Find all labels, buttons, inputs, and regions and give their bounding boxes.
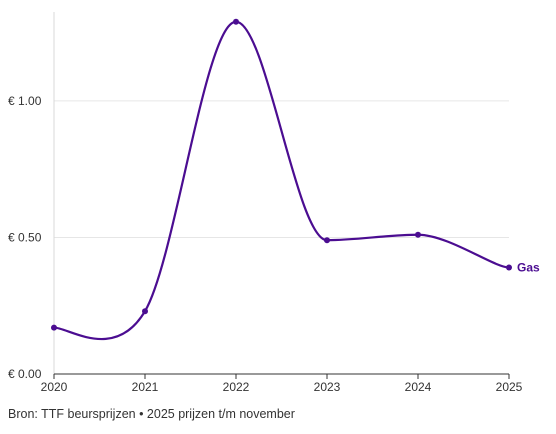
y-tick-label: € 0.00 <box>8 367 42 381</box>
data-point <box>506 264 512 271</box>
data-point <box>233 18 239 25</box>
x-tick-label: 2025 <box>496 380 523 394</box>
x-tick-label: 2020 <box>41 380 68 394</box>
series-line-gas <box>52 20 511 341</box>
y-tick-label: € 0.50 <box>8 230 42 244</box>
x-tick-label: 2022 <box>223 380 250 394</box>
series-labels: Gas <box>517 261 540 275</box>
y-tick-label: € 1.00 <box>8 94 42 108</box>
axes <box>53 12 510 379</box>
series-lines <box>52 20 511 341</box>
source-note: Bron: TTF beursprijzen • 2025 prijzen t/… <box>8 407 295 421</box>
data-point <box>324 237 330 244</box>
data-point <box>415 231 421 238</box>
x-tick-label: 2021 <box>132 380 159 394</box>
x-tick-label: 2023 <box>314 380 341 394</box>
series-label: Gas <box>517 261 540 275</box>
data-point <box>51 324 57 331</box>
tick-labels: € 0.00 € 0.50 € 1.00 2020 2021 2022 2023 2024 20… <box>8 94 523 394</box>
data-points <box>51 18 512 331</box>
x-tick-label: 2024 <box>405 380 432 394</box>
data-point <box>142 308 148 315</box>
gridlines <box>54 100 509 238</box>
